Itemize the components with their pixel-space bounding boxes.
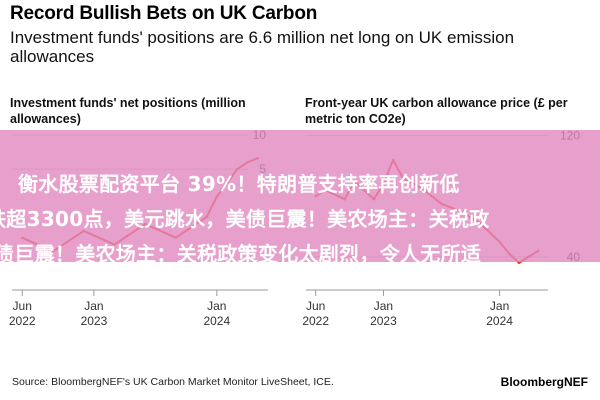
- chart-title: Record Bullish Bets on UK Carbon: [10, 3, 318, 24]
- x-tick-label-month: Jan: [490, 299, 509, 313]
- overlay-text-line-3: 债巨震！美农场主：关税政策变化太剧烈，令人无所适: [0, 242, 482, 266]
- x-tick-label-month: Jan: [374, 299, 393, 313]
- chart-subtitle: Investment funds' positions are 6.6 mill…: [10, 28, 515, 66]
- left-panel-title: Investment funds' net positions (million…: [10, 96, 246, 126]
- promo-overlay: [0, 130, 600, 262]
- x-tick-label-year: 2024: [203, 314, 230, 328]
- overlay-text-line-2: 跌超3300点，美元跳水，美债巨震！美农场主：关税政: [0, 207, 490, 231]
- data-point: [517, 261, 521, 265]
- source-note: Source: BloombergNEF's UK Carbon Market …: [12, 376, 334, 388]
- x-tick-label-year: 2023: [81, 314, 108, 328]
- right-panel-title: Front-year UK carbon allowance price (£ …: [305, 96, 568, 126]
- x-tick-label-year: 2022: [302, 314, 329, 328]
- x-tick-label-month: Jan: [84, 299, 103, 313]
- x-tick-label-month: Jun: [13, 299, 32, 313]
- overlay-text-line-1: 衡水股票配资平台 39%！特朗普支持率再创新低: [18, 172, 460, 196]
- x-tick-label-year: 2024: [486, 314, 513, 328]
- x-tick-label-year: 2023: [370, 314, 397, 328]
- x-tick-label-month: Jan: [207, 299, 226, 313]
- x-tick-label-month: Jun: [306, 299, 325, 313]
- x-tick-label-year: 2022: [9, 314, 36, 328]
- brand-logo: BloombergNEF: [500, 375, 588, 389]
